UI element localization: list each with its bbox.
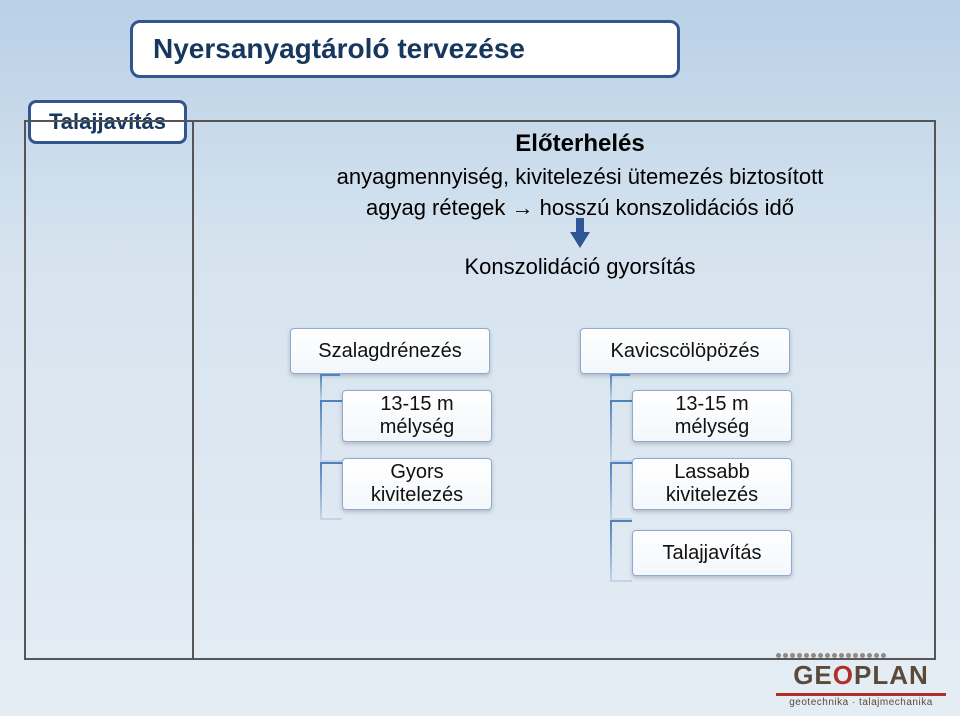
connector (320, 462, 342, 520)
node-left-root: Szalagdrénezés (290, 328, 490, 374)
logo-tagline: geotechnika · talajmechanika (776, 697, 946, 708)
flowchart: Szalagdrénezés 13-15 m mélység Gyors kiv… (250, 328, 910, 658)
content-sub: Konszolidáció gyorsítás (250, 254, 910, 280)
connector (320, 400, 342, 462)
logo-part: GE (793, 660, 833, 690)
node-label: Gyors kivitelezés (351, 461, 483, 507)
node-left-child-1: 13-15 m mélység (342, 390, 492, 442)
vertical-divider (192, 120, 194, 660)
connector (610, 462, 632, 520)
node-label: 13-15 m mélység (351, 393, 483, 439)
content-line-1: anyagmennyiség, kivitelezési ütemezés bi… (250, 162, 910, 193)
logo-dots-icon (776, 653, 946, 658)
node-label: Kavicscölöpözés (611, 340, 760, 363)
node-label: Lassabb kivitelezés (641, 461, 783, 507)
arrow-down-icon (570, 232, 590, 248)
logo-text: GEOPLAN (776, 660, 946, 691)
node-right-child-2: Lassabb kivitelezés (632, 458, 792, 510)
connector (610, 374, 630, 400)
node-right-child-3: Talajjavítás (632, 530, 792, 576)
content-block: Előterhelés anyagmennyiség, kivitelezési… (250, 130, 910, 280)
connector (610, 400, 632, 462)
logo-underline (776, 693, 946, 696)
node-right-root: Kavicscölöpözés (580, 328, 790, 374)
node-label: Szalagdrénezés (318, 340, 461, 363)
logo-part: PLAN (854, 660, 929, 690)
page-title: Nyersanyagtároló tervezése (153, 33, 525, 64)
node-label: Talajjavítás (663, 542, 762, 565)
logo-accent: O (833, 660, 854, 690)
connector (610, 520, 632, 582)
node-right-child-1: 13-15 m mélység (632, 390, 792, 442)
logo: GEOPLAN geotechnika · talajmechanika (776, 653, 946, 708)
node-label: 13-15 m mélység (641, 393, 783, 439)
page-title-box: Nyersanyagtároló tervezése (130, 20, 680, 78)
connector (320, 374, 340, 400)
content-heading: Előterhelés (250, 130, 910, 158)
node-left-child-2: Gyors kivitelezés (342, 458, 492, 510)
